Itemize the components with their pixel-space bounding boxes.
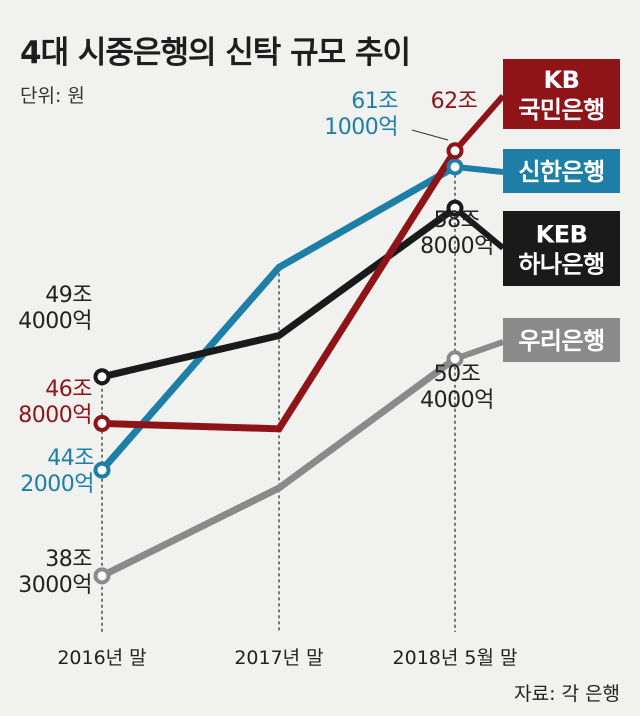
data-label-keb-hana: 49조 4000억 (18, 283, 92, 334)
legend-label-line: 우리은행 (518, 327, 604, 355)
legend-box-shinhan (503, 149, 620, 193)
data-label-line: 62조 (431, 89, 478, 114)
legend-item-keb-hana: KEB 하나은행 (503, 211, 620, 286)
legend-label-keb-hana: KEB 하나은행 (518, 221, 604, 279)
data-label-woori: 50조 4000억 (420, 362, 494, 413)
legend-label-line: 국민은행 (518, 96, 604, 124)
legend-label-line: 하나은행 (518, 251, 604, 279)
legend-connector-keb-hana (453, 205, 505, 251)
data-label-line: 8000억 (18, 403, 92, 428)
x-tick-label: 2016년 말 (57, 647, 146, 669)
data-point-keb-hana (93, 368, 111, 386)
data-label-woori: 38조 3000억 (18, 547, 92, 598)
source-note: 자료: 각 은행 (514, 683, 620, 705)
chart-title: 4대 시중은행의 신탁 규모 추이 (20, 35, 410, 71)
data-label-kb: 46조 8000억 (18, 377, 92, 428)
legend-label-line: KEB (536, 221, 588, 249)
legend-connector-kb (452, 94, 506, 153)
data-label-line: 4000억 (420, 388, 494, 413)
data-label-kb: 62조 (431, 89, 478, 114)
data-point-shinhan (446, 158, 464, 176)
legend-box-woori (503, 318, 620, 362)
legend-box-keb-hana (503, 211, 620, 286)
legend-label-shinhan: 신한은행 (518, 158, 604, 186)
legend-label-line: 신한은행 (518, 158, 604, 186)
data-label-line: 4000억 (18, 309, 92, 334)
legend-label-line: KB (544, 66, 580, 94)
data-label-line: 3000억 (18, 573, 92, 598)
data-label-line: 50조 (434, 362, 481, 387)
unit-label: 단위: 원 (20, 85, 85, 107)
data-label-line: 8000억 (420, 234, 494, 259)
data-point-shinhan (93, 461, 111, 479)
label-leader-line (411, 129, 449, 141)
data-label-line: 49조 (45, 283, 92, 308)
series-line-shinhan (99, 163, 457, 473)
legend-item-kb: KB 국민은행 (503, 59, 620, 129)
data-point-kb (446, 142, 464, 160)
legend-item-shinhan: 신한은행 (503, 149, 620, 193)
data-label-line: 44조 (47, 446, 94, 471)
data-point-keb-hana (446, 199, 464, 217)
legend-label-kb: KB 국민은행 (518, 66, 604, 124)
data-label-line: 46조 (45, 377, 92, 402)
legend-box-kb (503, 59, 620, 129)
x-tick-label: 2017년 말 (234, 647, 323, 669)
data-label-shinhan: 61조 1000억 (324, 89, 398, 140)
data-point-woori (93, 567, 111, 585)
data-label-line: 38조 (45, 547, 92, 572)
data-point-woori (446, 350, 464, 368)
data-label-line: 61조 (351, 89, 398, 114)
series-line-keb-hana (101, 205, 458, 381)
legend-item-woori: 우리은행 (503, 318, 620, 362)
series-line-kb (101, 148, 458, 433)
data-label-line: 2000억 (20, 472, 94, 497)
data-label-line: 1000억 (324, 115, 398, 140)
x-tick-label: 2018년 5월 말 (393, 647, 518, 669)
legend-label-woori: 우리은행 (518, 327, 604, 355)
data-label-keb-hana: 58조 8000억 (420, 208, 494, 259)
data-label-line: 58조 (434, 208, 481, 233)
series-line-woori (100, 356, 458, 580)
data-label-shinhan: 44조 2000억 (20, 446, 94, 497)
data-point-kb (93, 414, 111, 432)
